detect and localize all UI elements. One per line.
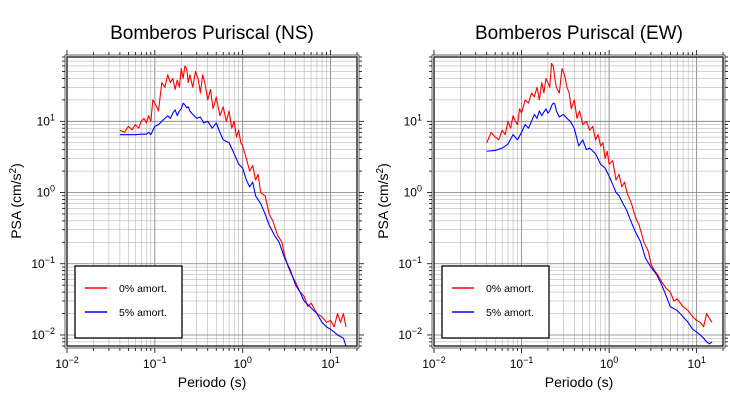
plot-frame: [66, 56, 358, 347]
y-tick-label: 10−2: [398, 326, 422, 342]
legend-box: [74, 265, 183, 339]
y-tick-label: 100: [37, 184, 55, 200]
x-tick-label: 101: [321, 355, 339, 371]
legend-label: 0% amort.: [486, 283, 534, 295]
x-tick-label: 10−1: [143, 355, 167, 371]
x-tick-label: 100: [600, 355, 618, 371]
y-tick-label: 10−2: [31, 326, 55, 342]
y-tick-label: 100: [404, 184, 422, 200]
chart-title: Bomberos Puriscal (NS): [110, 23, 314, 44]
y-axis-label: PSA (cm/s2): [375, 163, 391, 239]
chart-panel-ns: 10−2 10−1 100 101 10−2 10−1 100 101 Bomberos Pur…: [8, 23, 364, 390]
y-tick-label: 10−1: [31, 255, 55, 271]
x-tick-label: 101: [687, 355, 705, 371]
chart-title: Bomberos Puriscal (EW): [475, 23, 683, 44]
x-tick-label: 100: [234, 355, 252, 371]
series-line-amort-5: [119, 102, 347, 346]
y-axis-label: PSA (cm/s2): [8, 163, 24, 239]
series-line-amort-0: [119, 65, 347, 328]
chart-panel-ew: 10−2 10−1 100 101 10−2 10−1 100 101 Bomberos Pur…: [375, 23, 730, 390]
plot-frame-outer: [431, 54, 726, 349]
legend: 0% amort. 5% amort.: [441, 265, 550, 339]
axis-ticks: [60, 50, 364, 353]
series-group: [119, 65, 347, 346]
series-line-amort-5: [486, 102, 713, 345]
legend: 0% amort. 5% amort.: [74, 265, 183, 339]
series-line-amort-0: [486, 62, 713, 328]
legend-label: 5% amort.: [486, 307, 534, 319]
legend-label: 5% amort.: [119, 307, 167, 319]
x-tick-label: 10−2: [55, 355, 79, 371]
series-group: [486, 62, 713, 345]
y-tick-label: 101: [37, 112, 55, 128]
axis-ticks: [427, 50, 730, 353]
x-axis-label: Periodo (s): [178, 374, 246, 390]
legend-label: 0% amort.: [119, 283, 167, 295]
x-tick-label: 10−1: [510, 355, 534, 371]
legend-box: [441, 265, 550, 339]
plot-frame: [433, 56, 724, 347]
x-tick-label: 10−2: [422, 355, 446, 371]
x-axis-label: Periodo (s): [545, 374, 613, 390]
y-tick-label: 10−1: [398, 255, 422, 271]
y-tick-label: 101: [404, 112, 422, 128]
plot-frame-outer: [64, 54, 360, 349]
